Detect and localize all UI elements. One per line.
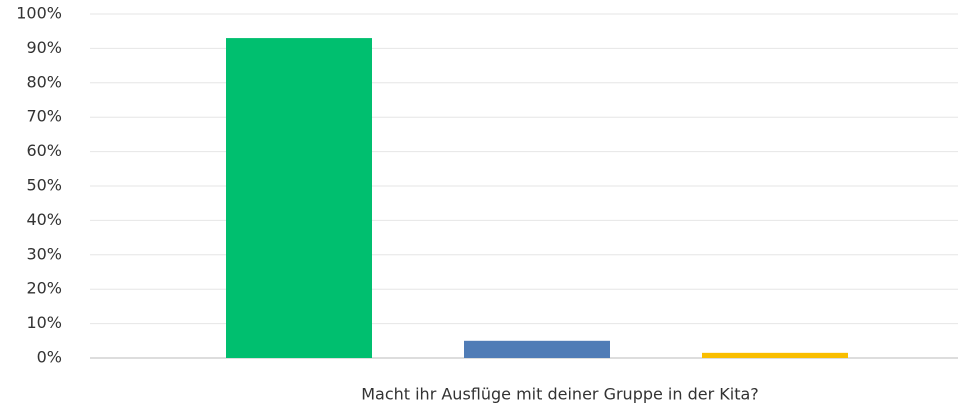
y-tick-label: 30% (26, 244, 62, 263)
bar (464, 340, 610, 358)
y-tick-label: 50% (26, 176, 62, 195)
y-tick-label: 20% (26, 279, 62, 298)
y-tick-label: 100% (16, 4, 62, 23)
y-tick-label: 40% (26, 210, 62, 229)
y-tick-label: 90% (26, 38, 62, 57)
y-tick-label: 60% (26, 141, 62, 160)
x-axis-label: Macht ihr Ausflüge mit deiner Gruppe in … (361, 385, 759, 404)
bar (702, 352, 848, 358)
bar (226, 38, 372, 359)
y-tick-label: 0% (37, 348, 62, 367)
y-tick-label: 10% (26, 313, 62, 332)
y-tick-label: 80% (26, 72, 62, 91)
y-tick-label: 70% (26, 107, 62, 126)
